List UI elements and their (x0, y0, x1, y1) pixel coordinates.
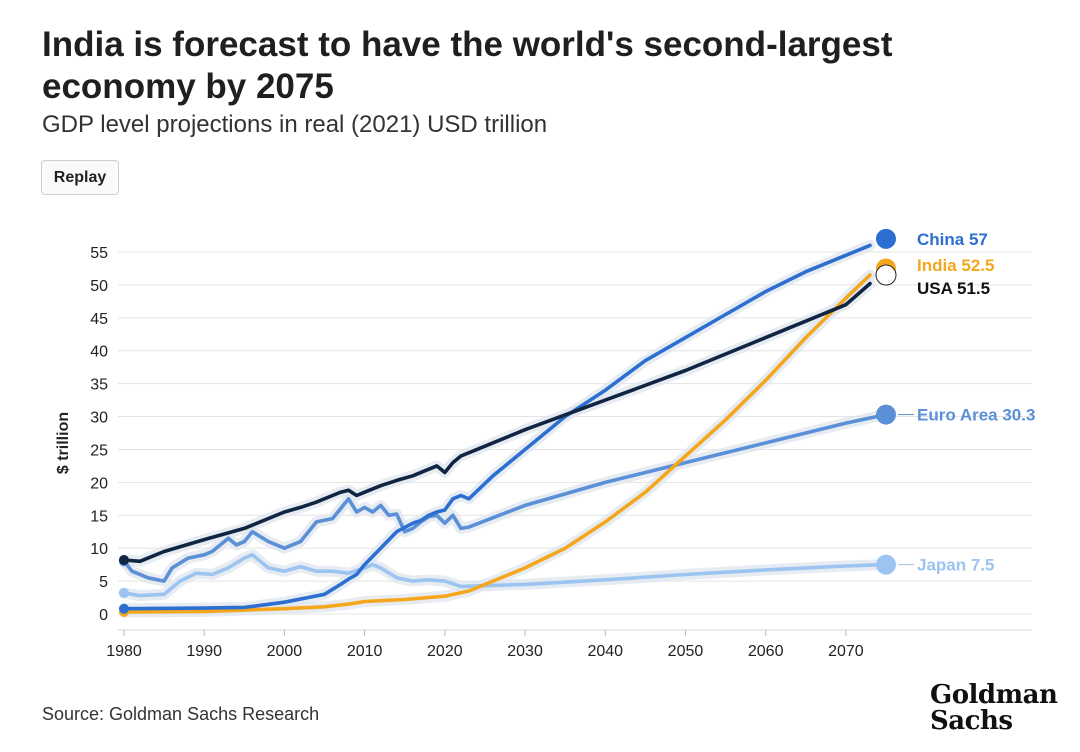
y-tick-label-55: 55 (90, 245, 108, 262)
y-tick-label-50: 50 (90, 278, 108, 295)
series-label-india: India 52.5 (917, 256, 994, 275)
series-label-china: China 57 (917, 230, 988, 249)
series-label-usa: USA 51.5 (917, 279, 990, 298)
y-tick-label-30: 30 (90, 410, 108, 427)
x-tick-label-1990: 1990 (186, 643, 222, 660)
source-note: Source: Goldman Sachs Research (42, 704, 320, 724)
series-line-japan (122, 553, 888, 598)
replay-button[interactable]: Replay (41, 160, 119, 195)
series-line-china (122, 243, 872, 611)
chart-title: India is forecast to have the world's se… (42, 25, 893, 106)
x-tick-label-2010: 2010 (347, 643, 383, 660)
y-tick-label-5: 5 (99, 574, 108, 591)
series-line-euro-area (122, 412, 888, 583)
logo-line-2: Sachs (930, 706, 1013, 736)
x-tick-label-2060: 2060 (748, 643, 784, 660)
series-line-usa (122, 281, 872, 564)
x-tick-label-2070: 2070 (828, 643, 864, 660)
series-end-marker-euro-area[interactable] (876, 404, 896, 425)
y-axis-label: $ trillion (55, 412, 72, 474)
x-tick-label-2000: 2000 (267, 643, 303, 660)
x-axis-ticks: 1980 1990 2000 2010 2020 2030 2040 2050 2060 2070 (106, 629, 1032, 660)
y-axis-ticks: 0 5 10 15 20 25 30 35 40 45 50 55 (90, 245, 108, 624)
y-tick-label-45: 45 (90, 311, 108, 328)
y-tick-label-10: 10 (90, 541, 108, 558)
series-end-marker-japan[interactable] (876, 554, 896, 575)
series-start-dot-china (119, 603, 129, 614)
y-tick-label-0: 0 (99, 607, 108, 624)
series-start-dot-japan (119, 587, 129, 598)
series-halos (118, 239, 892, 618)
logo-line-1: Goldman (930, 680, 1058, 710)
series-label-japan: Japan 7.5 (917, 556, 995, 575)
x-tick-label-2020: 2020 (427, 643, 463, 660)
y-tick-label-35: 35 (90, 377, 108, 394)
goldman-sachs-logo: Goldman Sachs (930, 682, 1070, 734)
line-chart: 0 5 10 15 20 25 30 35 40 45 50 55 1980 1990 2000 2010 2… (55, 228, 1035, 660)
end-markers: Euro Area 30.3 Japan 7.5 India 52.5 China 5… (119, 228, 1035, 618)
series-line-india (122, 273, 872, 614)
y-tick-label-25: 25 (90, 442, 108, 459)
series-end-marker-usa[interactable] (875, 264, 897, 286)
x-tick-label-1980: 1980 (106, 643, 142, 660)
series-lines (122, 243, 888, 614)
x-tick-label-2030: 2030 (507, 643, 543, 660)
y-tick-label-15: 15 (90, 508, 108, 525)
series-halo-china (118, 239, 876, 615)
series-label-euro-area: Euro Area 30.3 (917, 406, 1035, 425)
x-tick-label-2050: 2050 (668, 643, 704, 660)
chart-subtitle: GDP level projections in real (2021) USD… (42, 111, 548, 138)
series-end-marker-china[interactable] (876, 228, 896, 249)
y-tick-label-20: 20 (90, 475, 108, 492)
series-start-dot-usa (119, 555, 129, 566)
x-tick-label-2040: 2040 (587, 643, 623, 660)
y-tick-label-40: 40 (90, 344, 108, 361)
